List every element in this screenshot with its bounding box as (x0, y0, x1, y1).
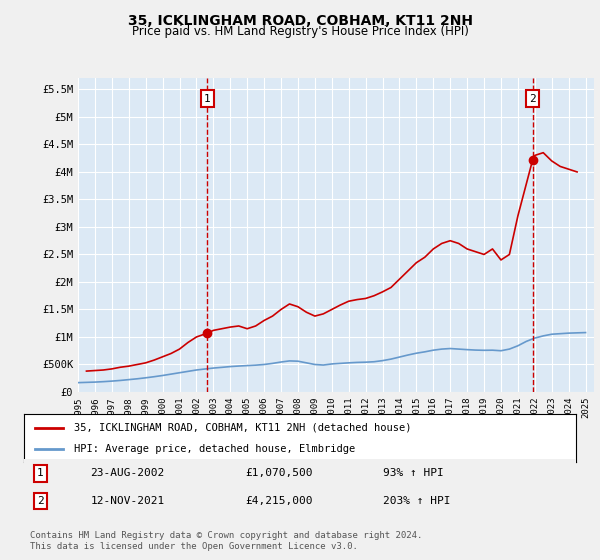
Text: Contains HM Land Registry data © Crown copyright and database right 2024.: Contains HM Land Registry data © Crown c… (30, 531, 422, 540)
Text: 2: 2 (37, 496, 44, 506)
Text: 203% ↑ HPI: 203% ↑ HPI (383, 496, 450, 506)
Text: 2: 2 (529, 94, 536, 104)
Text: Price paid vs. HM Land Registry's House Price Index (HPI): Price paid vs. HM Land Registry's House … (131, 25, 469, 38)
Text: 1: 1 (204, 94, 211, 104)
Text: HPI: Average price, detached house, Elmbridge: HPI: Average price, detached house, Elmb… (74, 444, 355, 454)
Text: 35, ICKLINGHAM ROAD, COBHAM, KT11 2NH (detached house): 35, ICKLINGHAM ROAD, COBHAM, KT11 2NH (d… (74, 423, 411, 433)
Text: 93% ↑ HPI: 93% ↑ HPI (383, 468, 443, 478)
Text: 23-AUG-2002: 23-AUG-2002 (90, 468, 164, 478)
Text: 1: 1 (37, 468, 44, 478)
Text: £1,070,500: £1,070,500 (245, 468, 313, 478)
Text: 35, ICKLINGHAM ROAD, COBHAM, KT11 2NH: 35, ICKLINGHAM ROAD, COBHAM, KT11 2NH (128, 14, 473, 28)
Text: 12-NOV-2021: 12-NOV-2021 (90, 496, 164, 506)
Text: This data is licensed under the Open Government Licence v3.0.: This data is licensed under the Open Gov… (30, 542, 358, 551)
Text: £4,215,000: £4,215,000 (245, 496, 313, 506)
